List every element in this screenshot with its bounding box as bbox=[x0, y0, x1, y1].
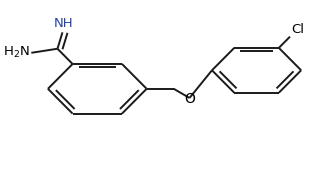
Text: O: O bbox=[185, 92, 195, 105]
Text: H$_2$N: H$_2$N bbox=[3, 45, 30, 60]
Text: Cl: Cl bbox=[292, 23, 305, 36]
Text: NH: NH bbox=[54, 17, 74, 30]
